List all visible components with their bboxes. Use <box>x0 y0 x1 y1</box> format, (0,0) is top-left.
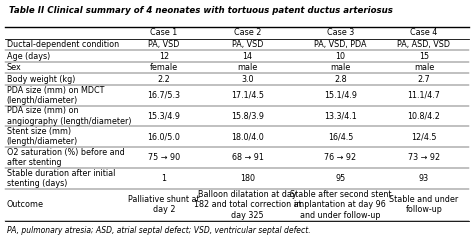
Text: PDA size (mm) on
angiography (length/diameter): PDA size (mm) on angiography (length/dia… <box>7 106 131 126</box>
Text: 2.8: 2.8 <box>334 74 346 84</box>
Text: 10: 10 <box>336 52 346 60</box>
Text: PDA size (mm) on MDCT
(length/diameter): PDA size (mm) on MDCT (length/diameter) <box>7 86 104 105</box>
Text: female: female <box>150 63 178 72</box>
Text: Age (days): Age (days) <box>7 52 50 60</box>
Text: Case 1: Case 1 <box>150 28 177 37</box>
Text: Table II Clinical summary of 4 neonates with tortuous patent ductus arteriosus: Table II Clinical summary of 4 neonates … <box>9 6 393 15</box>
Text: PA, ASD, VSD: PA, ASD, VSD <box>398 40 450 49</box>
Text: Stable and under
follow-up: Stable and under follow-up <box>389 195 458 214</box>
Text: Stent size (mm)
(length/diameter): Stent size (mm) (length/diameter) <box>7 127 78 147</box>
Text: 15.3/4.9: 15.3/4.9 <box>147 112 180 120</box>
Text: 15.8/3.9: 15.8/3.9 <box>231 112 264 120</box>
Text: 11.1/4.7: 11.1/4.7 <box>408 91 440 100</box>
Text: O2 saturation (%) before and
after stenting: O2 saturation (%) before and after stent… <box>7 148 124 167</box>
Text: Body weight (kg): Body weight (kg) <box>7 74 75 84</box>
Text: Case 3: Case 3 <box>327 28 354 37</box>
Text: PA, VSD: PA, VSD <box>148 40 180 49</box>
Text: 93: 93 <box>419 174 429 183</box>
Text: Sex: Sex <box>7 63 21 72</box>
Text: Case 4: Case 4 <box>410 28 438 37</box>
Text: PA, pulmonary atresia; ASD, atrial septal defect; VSD, ventricular septal defect: PA, pulmonary atresia; ASD, atrial septa… <box>7 226 310 234</box>
Text: male: male <box>330 63 350 72</box>
Text: 73 → 92: 73 → 92 <box>408 153 440 162</box>
Text: Balloon dilatation at day
182 and total correction at
day 325: Balloon dilatation at day 182 and total … <box>193 190 301 220</box>
Text: 18.0/4.0: 18.0/4.0 <box>231 132 264 141</box>
Text: 2.7: 2.7 <box>418 74 430 84</box>
Text: 12: 12 <box>159 52 169 60</box>
Text: PA, VSD: PA, VSD <box>232 40 263 49</box>
Text: 16.7/5.3: 16.7/5.3 <box>147 91 180 100</box>
Text: 16/4.5: 16/4.5 <box>328 132 353 141</box>
Text: 75 → 90: 75 → 90 <box>148 153 180 162</box>
Text: Ductal-dependent condition: Ductal-dependent condition <box>7 40 118 49</box>
Text: 16.0/5.0: 16.0/5.0 <box>147 132 180 141</box>
Text: Outcome: Outcome <box>7 200 44 209</box>
Text: 95: 95 <box>335 174 346 183</box>
Text: 3.0: 3.0 <box>241 74 254 84</box>
Text: 68 → 91: 68 → 91 <box>231 153 264 162</box>
Text: 15: 15 <box>419 52 429 60</box>
Text: 12/4.5: 12/4.5 <box>411 132 437 141</box>
Text: Case 2: Case 2 <box>234 28 261 37</box>
Text: Stable duration after initial
stenting (days): Stable duration after initial stenting (… <box>7 168 115 188</box>
Text: Palliative shunt at
day 2: Palliative shunt at day 2 <box>128 195 200 214</box>
Text: 76 → 92: 76 → 92 <box>324 153 356 162</box>
Text: 14: 14 <box>243 52 253 60</box>
Text: PA, VSD, PDA: PA, VSD, PDA <box>314 40 366 49</box>
Text: 10.8/4.2: 10.8/4.2 <box>408 112 440 120</box>
Text: 17.1/4.5: 17.1/4.5 <box>231 91 264 100</box>
Text: male: male <box>414 63 434 72</box>
Text: 1: 1 <box>161 174 166 183</box>
Text: male: male <box>237 63 257 72</box>
Text: Stable after second stent
implantation at day 96
and under follow-up: Stable after second stent implantation a… <box>290 190 391 220</box>
Text: 15.1/4.9: 15.1/4.9 <box>324 91 357 100</box>
Text: 2.2: 2.2 <box>157 74 170 84</box>
Text: 13.3/4.1: 13.3/4.1 <box>324 112 357 120</box>
Text: 180: 180 <box>240 174 255 183</box>
